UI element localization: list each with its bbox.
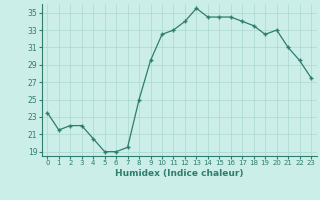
X-axis label: Humidex (Indice chaleur): Humidex (Indice chaleur) — [115, 169, 244, 178]
